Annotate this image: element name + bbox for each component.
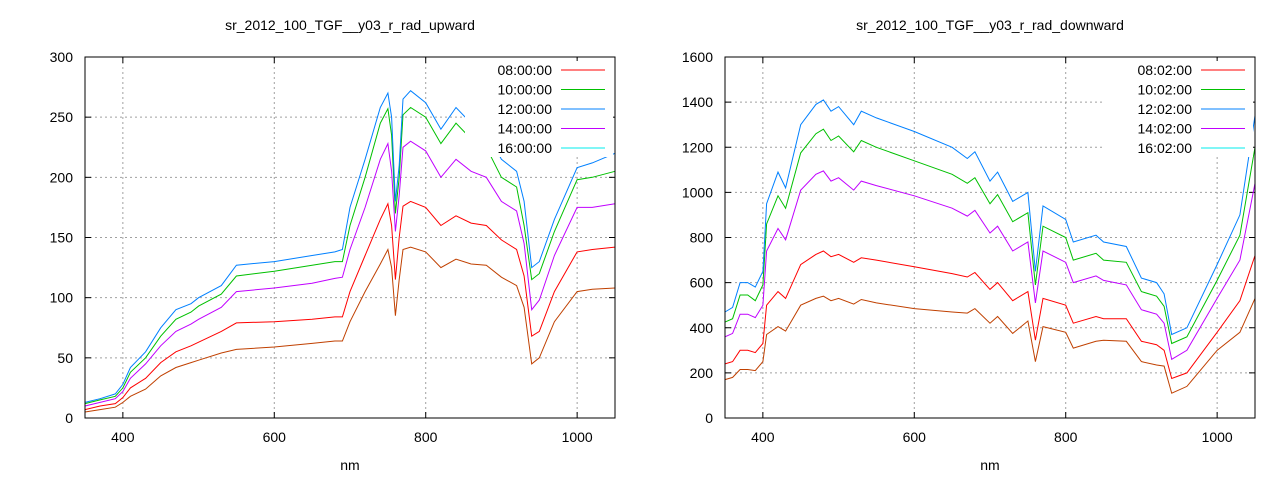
y-tick-label: 600 <box>690 275 714 291</box>
y-tick-label: 1400 <box>682 94 713 110</box>
y-tick-label: 200 <box>50 169 74 185</box>
x-axis-label: nm <box>340 457 359 473</box>
y-tick-label: 200 <box>690 365 714 381</box>
series-line-10:00:00 <box>84 106 616 405</box>
legend-label: 10:02:00 <box>1138 82 1193 98</box>
series-line-12:00:00 <box>84 90 616 403</box>
y-tick-label: 400 <box>690 320 714 336</box>
legend-label: 14:02:00 <box>1138 121 1193 137</box>
y-tick-label: 300 <box>50 49 74 65</box>
series-line-12:02:00 <box>724 99 1256 336</box>
y-tick-label: 100 <box>50 290 74 306</box>
chart-title: sr_2012_100_TGF__y03_r_rad_upward <box>225 17 475 33</box>
series-line-10:02:00 <box>724 128 1256 345</box>
x-tick-label: 800 <box>1054 429 1078 445</box>
x-tick-label: 600 <box>263 429 287 445</box>
legend-label: 14:00:00 <box>498 121 553 137</box>
legend-label: 12:02:00 <box>1138 101 1193 117</box>
x-tick-label: 400 <box>751 429 775 445</box>
legend-label: 08:02:00 <box>1138 62 1193 78</box>
legend-label: 12:00:00 <box>498 101 553 117</box>
y-tick-label: 0 <box>705 410 713 426</box>
plot-frame <box>84 56 616 419</box>
x-axis-label: nm <box>980 457 999 473</box>
y-tick-label: 1200 <box>682 139 713 155</box>
legend-label: 10:00:00 <box>498 82 553 98</box>
series-line-14:00:00 <box>84 140 616 407</box>
series-line-08:02:00 <box>724 250 1256 380</box>
y-tick-label: 250 <box>50 109 74 125</box>
x-tick-label: 400 <box>111 429 135 445</box>
series-line-16:02:00 <box>724 295 1256 394</box>
series-line-08:00:00 <box>84 200 616 411</box>
y-tick-label: 1000 <box>682 184 713 200</box>
x-tick-label: 1000 <box>1202 429 1233 445</box>
y-tick-label: 0 <box>65 410 73 426</box>
legend-label: 16:00:00 <box>498 140 553 156</box>
x-tick-label: 1000 <box>562 429 593 445</box>
y-tick-label: 800 <box>690 230 714 246</box>
x-tick-label: 800 <box>414 429 438 445</box>
legend-label: 08:00:00 <box>498 62 553 78</box>
y-tick-label: 1600 <box>682 49 713 65</box>
x-tick-label: 600 <box>903 429 927 445</box>
y-tick-label: 150 <box>50 230 74 246</box>
chart-title: sr_2012_100_TGF__y03_r_rad_downward <box>856 17 1124 33</box>
series-line-14:02:00 <box>724 170 1256 361</box>
y-tick-label: 50 <box>57 350 73 366</box>
series-line-16:00:00 <box>84 246 616 413</box>
plot-frame <box>724 56 1256 419</box>
legend-label: 16:02:00 <box>1138 140 1193 156</box>
